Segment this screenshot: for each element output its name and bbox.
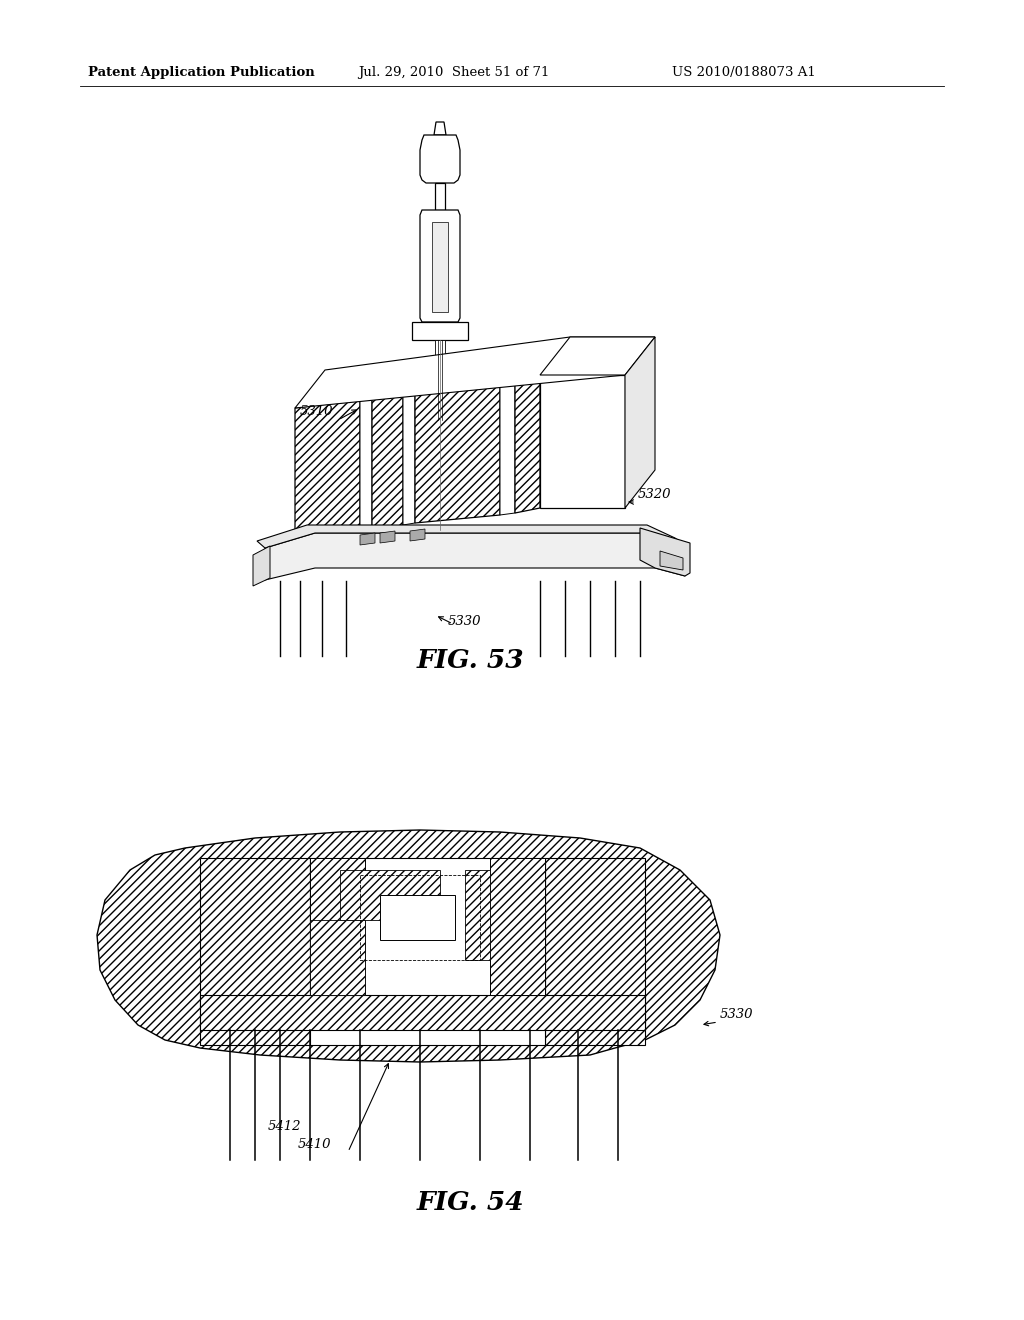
Polygon shape — [545, 858, 645, 1045]
Polygon shape — [412, 322, 468, 341]
Text: 5330: 5330 — [720, 1008, 754, 1020]
Polygon shape — [310, 858, 365, 995]
Polygon shape — [660, 550, 683, 570]
Polygon shape — [257, 525, 685, 548]
Polygon shape — [540, 337, 655, 375]
Text: FIG. 54: FIG. 54 — [416, 1191, 524, 1214]
Text: 5412: 5412 — [268, 1119, 301, 1133]
Polygon shape — [340, 870, 440, 920]
Polygon shape — [434, 121, 446, 135]
Polygon shape — [372, 392, 403, 531]
Polygon shape — [310, 858, 545, 1045]
Polygon shape — [465, 870, 490, 960]
Text: US 2010/0188073 A1: US 2010/0188073 A1 — [672, 66, 816, 79]
Text: 5310: 5310 — [300, 405, 334, 418]
Text: 5410: 5410 — [298, 1138, 332, 1151]
Text: Jul. 29, 2010  Sheet 51 of 71: Jul. 29, 2010 Sheet 51 of 71 — [358, 66, 549, 79]
Text: 5330: 5330 — [449, 615, 481, 628]
Polygon shape — [420, 135, 460, 183]
Polygon shape — [360, 397, 372, 533]
Polygon shape — [200, 858, 645, 1045]
Polygon shape — [200, 995, 645, 1030]
Polygon shape — [360, 533, 375, 545]
Polygon shape — [310, 920, 365, 995]
Polygon shape — [515, 375, 540, 513]
Polygon shape — [295, 400, 360, 539]
Polygon shape — [435, 183, 445, 210]
Polygon shape — [97, 830, 720, 1063]
Polygon shape — [410, 529, 425, 541]
Polygon shape — [253, 546, 270, 586]
Polygon shape — [500, 380, 515, 515]
Text: FIG. 53: FIG. 53 — [416, 648, 524, 673]
Polygon shape — [432, 222, 449, 312]
Polygon shape — [380, 895, 455, 940]
Polygon shape — [420, 210, 460, 322]
Text: 5320: 5320 — [638, 488, 672, 502]
Polygon shape — [200, 858, 310, 1045]
Text: Patent Application Publication: Patent Application Publication — [88, 66, 314, 79]
Polygon shape — [403, 389, 415, 525]
Polygon shape — [265, 533, 685, 579]
Polygon shape — [435, 341, 445, 411]
Polygon shape — [540, 375, 625, 508]
Polygon shape — [415, 381, 500, 523]
Polygon shape — [625, 337, 655, 508]
Polygon shape — [640, 528, 690, 576]
Polygon shape — [380, 531, 395, 543]
Polygon shape — [295, 337, 655, 408]
Polygon shape — [490, 858, 545, 995]
